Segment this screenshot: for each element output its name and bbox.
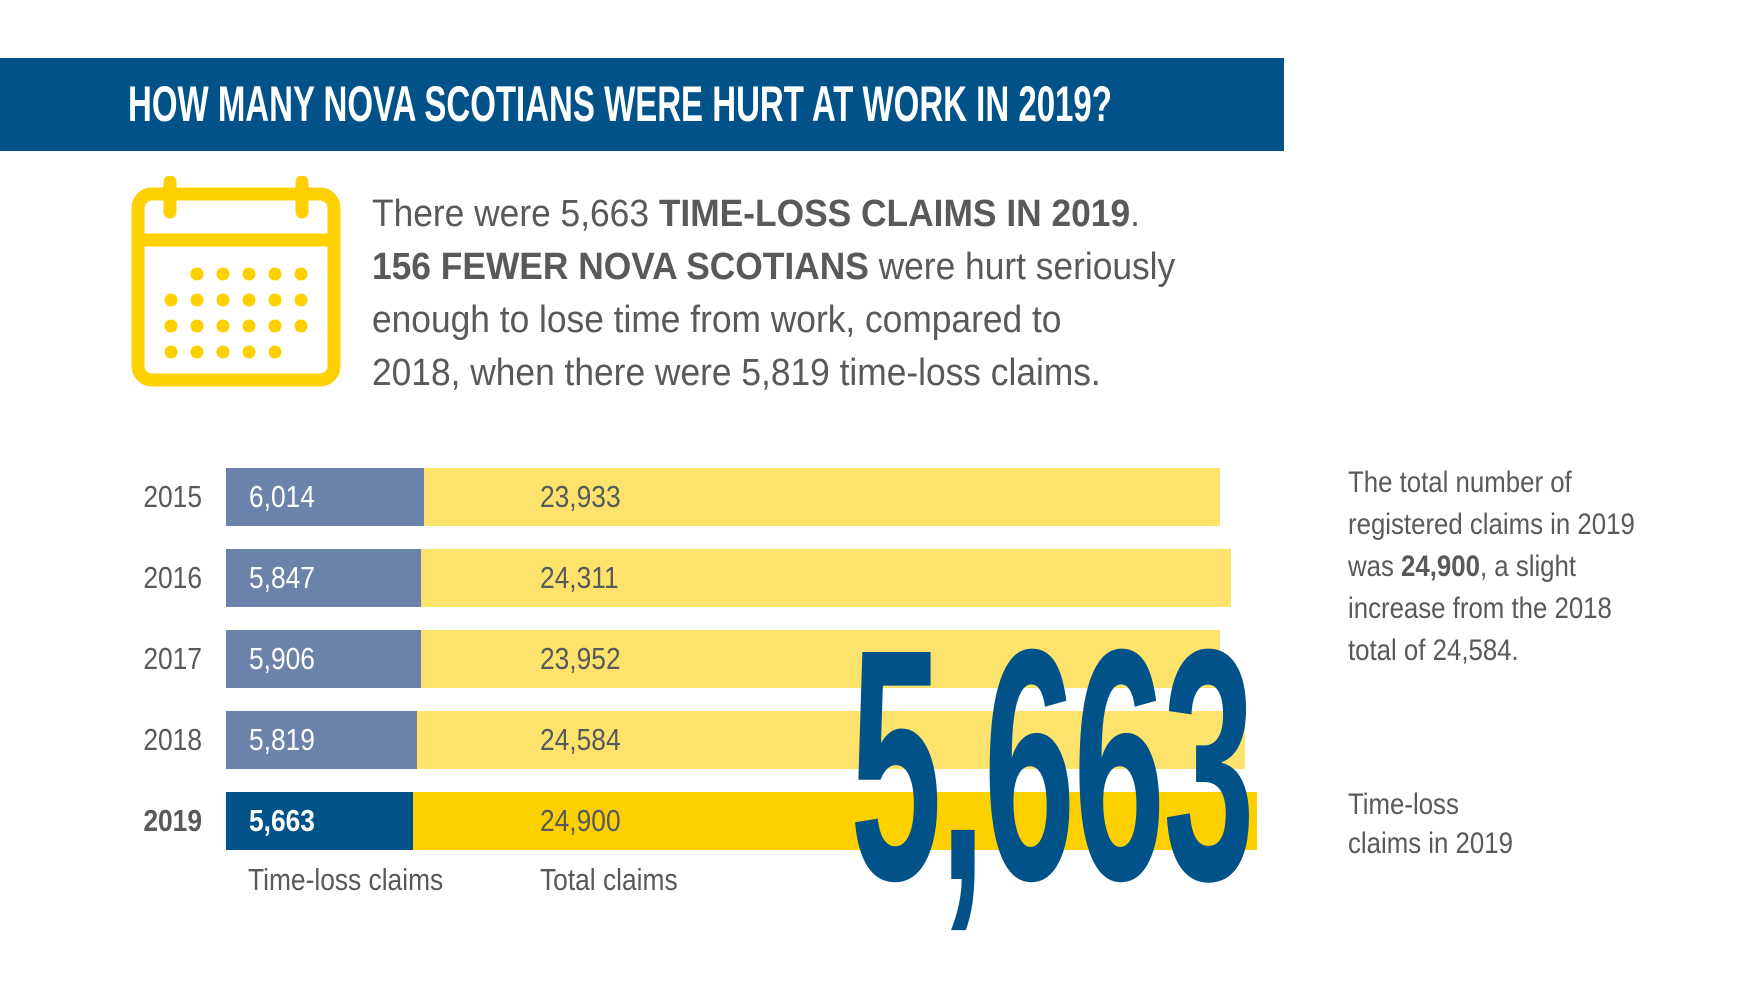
year-label: 2018 <box>143 722 202 757</box>
intro-text: 2018, when there were 5,819 time-loss cl… <box>372 352 1101 394</box>
side-note-emphasis: 24,900 <box>1401 550 1480 583</box>
total-claims-value: 23,933 <box>540 479 621 514</box>
callout-caption-text: claims in 2019 <box>1348 827 1513 860</box>
year-label: 2015 <box>143 479 202 514</box>
intro-text: . <box>1130 193 1140 235</box>
callout-caption: Time-loss claims in 2019 <box>1348 785 1513 863</box>
time-loss-value: 5,663 <box>249 803 315 838</box>
time-loss-bar <box>226 792 413 850</box>
time-loss-bar <box>226 630 421 688</box>
side-note-text: total of 24,584. <box>1348 634 1519 667</box>
legend-time-loss: Time-loss claims <box>248 862 444 897</box>
time-loss-value: 6,014 <box>249 479 315 514</box>
side-note-text: increase from the 2018 <box>1348 592 1612 625</box>
total-claims-value: 24,311 <box>540 560 619 595</box>
big-number-callout: 5,663 <box>850 580 1255 949</box>
side-note-text: , a slight <box>1479 550 1577 583</box>
side-note-text: was <box>1348 550 1402 583</box>
time-loss-value: 5,847 <box>249 560 315 595</box>
intro-text: There were 5,663 <box>372 193 659 235</box>
intro-text: enough to lose time from work, compared … <box>372 299 1062 341</box>
time-loss-bar <box>226 711 417 769</box>
time-loss-value: 5,906 <box>249 641 315 676</box>
year-label: 2017 <box>143 641 202 676</box>
year-label: 2016 <box>143 560 202 595</box>
page-title: HOW MANY NOVA SCOTIANS WERE HURT AT WORK… <box>128 76 1112 132</box>
intro-text: were hurt seriously <box>868 246 1176 288</box>
legend-total: Total claims <box>540 862 678 897</box>
time-loss-value: 5,819 <box>249 722 315 757</box>
intro-emphasis: TIME-LOSS CLAIMS IN 2019 <box>658 193 1131 235</box>
side-note: The total number of registered claims in… <box>1348 462 1635 672</box>
callout-caption-text: Time-loss <box>1348 788 1459 821</box>
side-note-text: The total number of <box>1348 466 1572 499</box>
calendar-icon <box>131 176 341 387</box>
side-note-text: registered claims in 2019 <box>1348 508 1635 541</box>
total-claims-value: 23,952 <box>540 641 621 676</box>
total-claims-value: 24,584 <box>540 722 621 757</box>
intro-emphasis: 156 FEWER NOVA SCOTIANS <box>372 246 869 288</box>
time-loss-bar <box>226 468 424 526</box>
total-claims-value: 24,900 <box>540 803 621 838</box>
year-label: 2019 <box>143 803 202 838</box>
time-loss-bar <box>226 549 421 607</box>
title-banner: HOW MANY NOVA SCOTIANS WERE HURT AT WORK… <box>0 58 1284 151</box>
intro-paragraph: There were 5,663 TIME-LOSS CLAIMS IN 201… <box>372 188 1175 400</box>
